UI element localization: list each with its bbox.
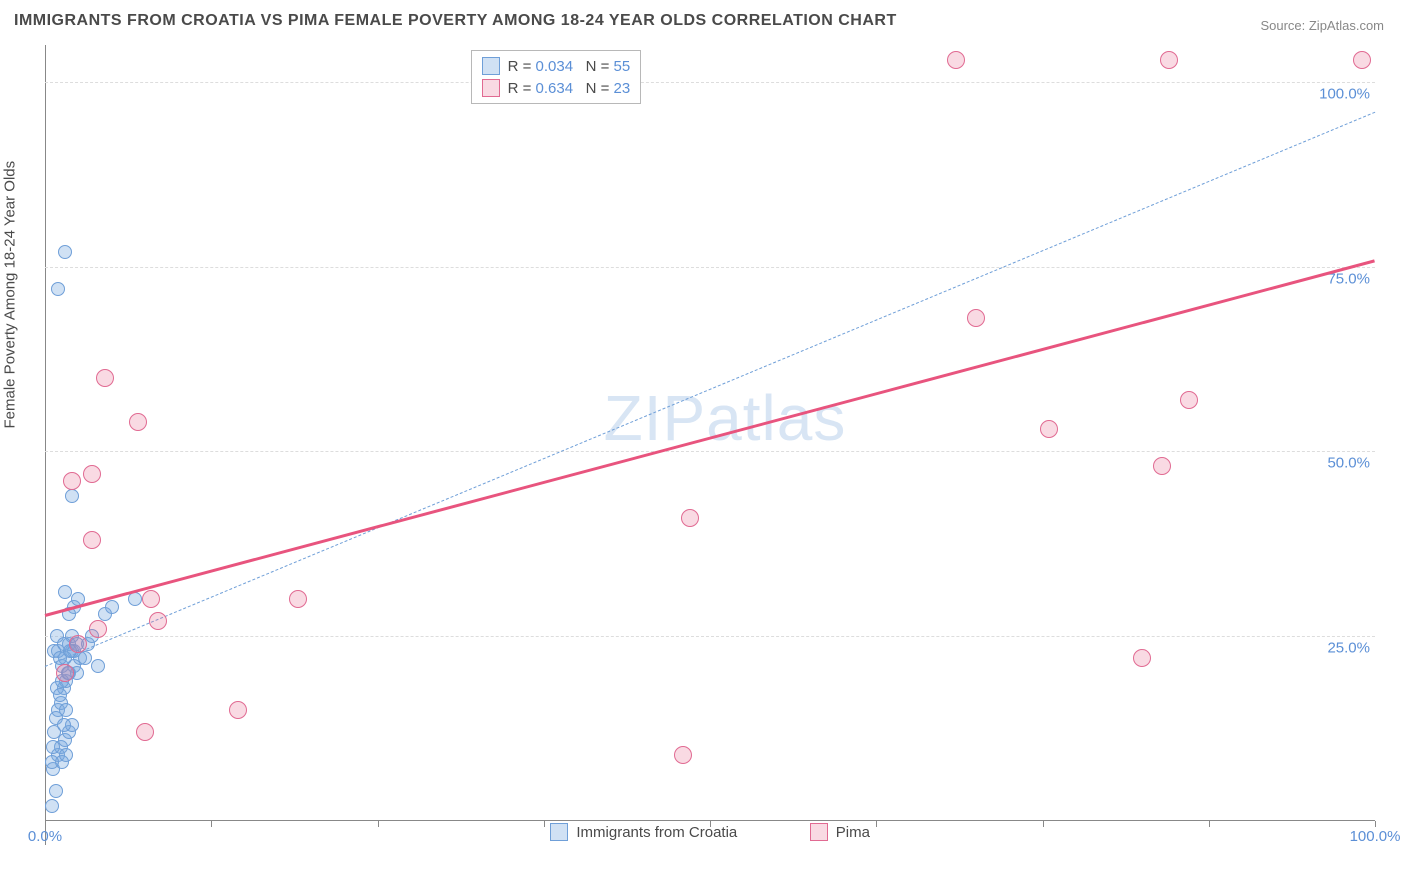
stats-legend-row: R = 0.634 N = 23 <box>482 77 631 99</box>
y-axis-line <box>45 45 46 845</box>
data-point <box>947 51 965 69</box>
legend-swatch <box>550 823 568 841</box>
data-point <box>56 664 74 682</box>
data-point <box>149 612 167 630</box>
stats-legend-row: R = 0.034 N = 55 <box>482 55 631 77</box>
data-point <box>967 309 985 327</box>
gridline-h <box>45 267 1375 268</box>
data-point <box>229 701 247 719</box>
legend-label: Immigrants from Croatia <box>576 824 737 841</box>
data-point <box>1040 420 1058 438</box>
x-tick <box>544 821 545 827</box>
data-point <box>53 688 67 702</box>
data-point <box>129 413 147 431</box>
data-point <box>681 509 699 527</box>
data-point <box>1353 51 1371 69</box>
gridline-h <box>45 636 1375 637</box>
data-point <box>289 590 307 608</box>
data-point <box>46 740 60 754</box>
data-point <box>45 755 59 769</box>
data-point <box>57 718 71 732</box>
legend-swatch <box>810 823 828 841</box>
data-point <box>59 703 73 717</box>
x-tick <box>876 821 877 827</box>
data-point <box>96 369 114 387</box>
data-point <box>1180 391 1198 409</box>
gridline-h <box>45 82 1375 83</box>
data-point <box>136 723 154 741</box>
source-attribution: Source: ZipAtlas.com <box>1260 18 1384 33</box>
y-tick-label: 50.0% <box>1327 455 1370 472</box>
data-point <box>69 635 87 653</box>
series-legend-item: Pima <box>810 823 870 841</box>
legend-swatch <box>482 57 500 75</box>
x-tick-label: 0.0% <box>28 828 62 845</box>
legend-swatch <box>482 79 500 97</box>
data-point <box>65 489 79 503</box>
data-point <box>51 282 65 296</box>
x-tick-label: 100.0% <box>1350 828 1401 845</box>
x-tick <box>1375 821 1376 827</box>
data-point <box>1160 51 1178 69</box>
data-point <box>128 592 142 606</box>
trend-line-0 <box>45 112 1375 667</box>
data-point <box>58 585 72 599</box>
x-tick <box>45 821 46 827</box>
data-point <box>78 651 92 665</box>
trend-line-1 <box>45 259 1376 617</box>
data-point <box>83 465 101 483</box>
x-tick <box>211 821 212 827</box>
data-point <box>105 600 119 614</box>
y-tick-label: 100.0% <box>1319 85 1370 102</box>
data-point <box>83 531 101 549</box>
data-point <box>674 746 692 764</box>
data-point <box>58 245 72 259</box>
data-point <box>45 799 59 813</box>
stats-legend: R = 0.034 N = 55 R = 0.634 N = 23 <box>471 50 642 104</box>
plot-area: ZIPatlas 25.0%50.0%75.0%100.0%0.0%100.0%… <box>45 45 1375 845</box>
legend-label: Pima <box>836 824 870 841</box>
x-tick <box>1043 821 1044 827</box>
stats-text: R = 0.634 N = 23 <box>508 80 631 97</box>
x-tick <box>378 821 379 827</box>
data-point <box>89 620 107 638</box>
stats-text: R = 0.034 N = 55 <box>508 58 631 75</box>
series-legend-item: Immigrants from Croatia <box>550 823 737 841</box>
y-tick-label: 25.0% <box>1327 640 1370 657</box>
data-point <box>142 590 160 608</box>
data-point <box>59 748 73 762</box>
chart-title: IMMIGRANTS FROM CROATIA VS PIMA FEMALE P… <box>14 12 897 30</box>
gridline-h <box>45 451 1375 452</box>
data-point <box>49 784 63 798</box>
data-point <box>1133 649 1151 667</box>
y-axis-label: Female Poverty Among 18-24 Year Olds <box>2 161 19 429</box>
x-tick <box>1209 821 1210 827</box>
data-point <box>63 472 81 490</box>
data-point <box>91 659 105 673</box>
data-point <box>1153 457 1171 475</box>
